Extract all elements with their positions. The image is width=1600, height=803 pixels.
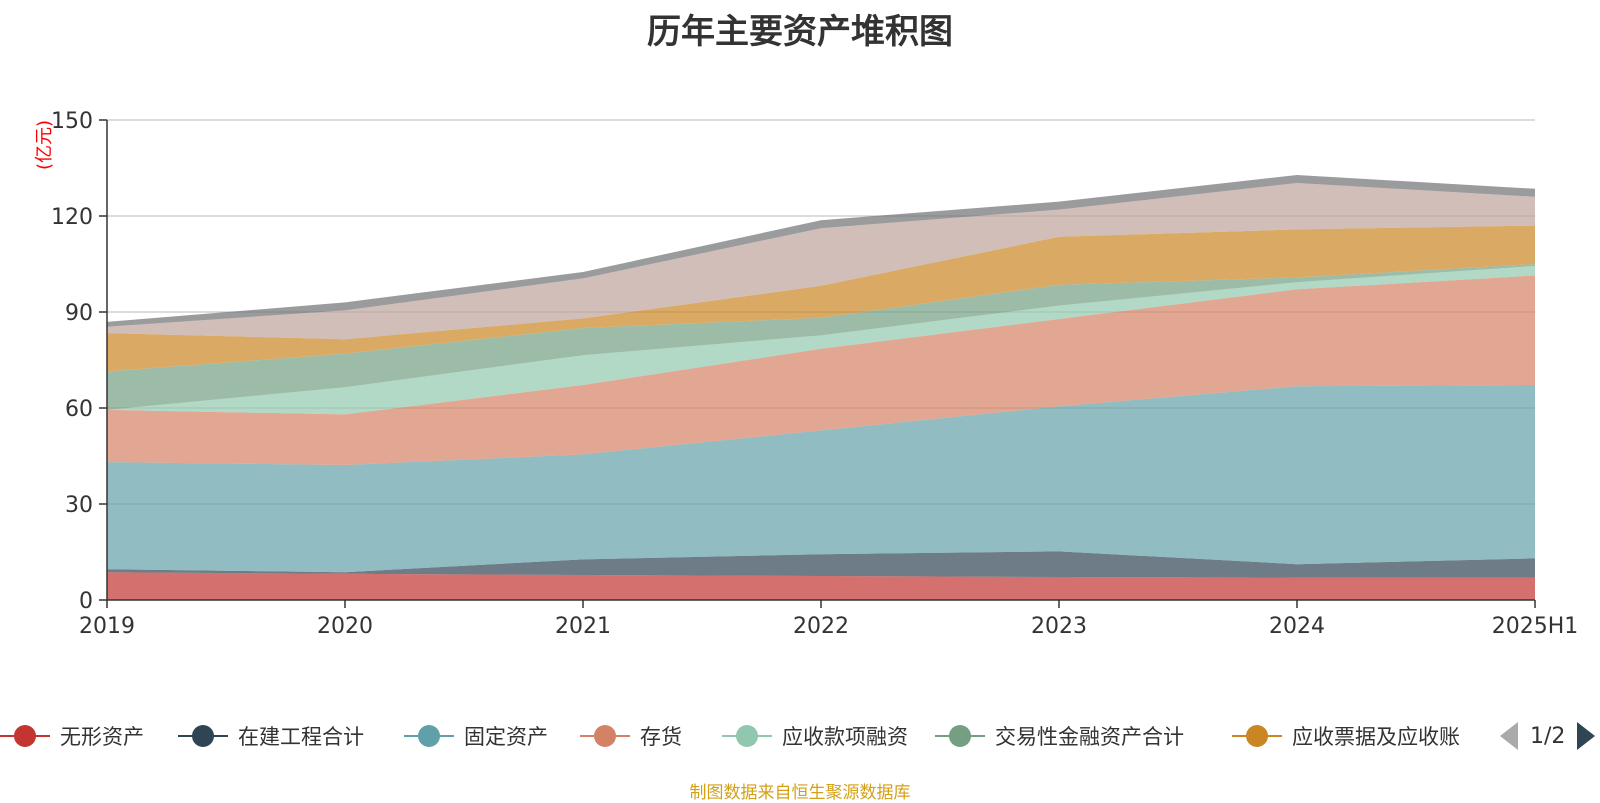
- area-series-0: [107, 572, 1535, 600]
- legend-marker-icon: [404, 725, 454, 747]
- area-series-6: [107, 225, 1535, 372]
- legend-label: 无形资产: [60, 725, 144, 749]
- legend-label: 交易性金融资产合计: [995, 725, 1184, 749]
- y-tick-label: 60: [65, 397, 93, 422]
- area-series-1: [107, 551, 1535, 578]
- area-series-3: [107, 275, 1535, 465]
- area-series-8: [107, 175, 1535, 327]
- x-tick-label: 2024: [1269, 614, 1325, 639]
- x-tick-label: 2023: [1031, 614, 1087, 639]
- legend-marker-icon: [935, 725, 985, 747]
- y-tick-label: 0: [79, 589, 93, 614]
- legend-label: 应收款项融资: [782, 725, 908, 749]
- area-series-2: [107, 385, 1535, 573]
- chart-title: 历年主要资产堆积图: [647, 12, 953, 52]
- legend-item[interactable]: 在建工程合计: [178, 718, 364, 754]
- x-axis-ticks: 2019 2020 2021 2022 2023 2024 2025H1: [79, 600, 1578, 639]
- legend-item[interactable]: 无形资产: [0, 718, 144, 754]
- y-tick-label: 90: [65, 301, 93, 326]
- legend-item[interactable]: 应收票据及应收账: [1232, 718, 1460, 754]
- legend-marker-icon: [1232, 725, 1282, 747]
- area-series-4: [107, 265, 1535, 415]
- area-series: [107, 175, 1535, 600]
- y-axis-ticks: 0 30 60 90 120 150: [51, 109, 107, 614]
- x-tick-label: 2025H1: [1492, 614, 1579, 639]
- y-tick-label: 120: [51, 205, 93, 230]
- legend-page-indicator: 1/2: [1530, 723, 1566, 749]
- legend-label: 在建工程合计: [238, 725, 364, 749]
- data-source-note: 制图数据来自恒生聚源数据库: [689, 783, 911, 803]
- legend-marker-icon: [580, 725, 630, 747]
- legend-label: 存货: [640, 725, 682, 749]
- legend-label: 应收票据及应收账: [1292, 725, 1460, 749]
- legend-next-page-icon[interactable]: [1577, 722, 1596, 750]
- legend-marker-icon: [0, 725, 50, 747]
- legend-pager: 1/2: [1500, 718, 1596, 754]
- y-axis-unit-label: (亿元): [34, 120, 55, 170]
- legend-item[interactable]: 应收款项融资: [722, 718, 908, 754]
- x-tick-label: 2021: [555, 614, 611, 639]
- legend-marker-icon: [722, 725, 772, 747]
- legend-item[interactable]: 固定资产: [404, 718, 548, 754]
- legend-marker-icon: [178, 725, 228, 747]
- area-series-7: [107, 183, 1535, 340]
- area-series-5: [107, 264, 1535, 410]
- y-tick-label: 30: [65, 493, 93, 518]
- x-tick-label: 2019: [79, 614, 135, 639]
- x-tick-label: 2020: [317, 614, 373, 639]
- legend: 无形资产 在建工程合计 固定资产 存货 应收款项融资 交易性金融资产合计 应收票据及应收账: [0, 718, 1600, 754]
- legend-item[interactable]: 存货: [580, 718, 682, 754]
- legend-prev-page-icon[interactable]: [1500, 722, 1518, 750]
- legend-label: 固定资产: [464, 725, 548, 749]
- x-tick-label: 2022: [793, 614, 849, 639]
- y-tick-label: 150: [51, 109, 93, 134]
- legend-item[interactable]: 交易性金融资产合计: [935, 718, 1184, 754]
